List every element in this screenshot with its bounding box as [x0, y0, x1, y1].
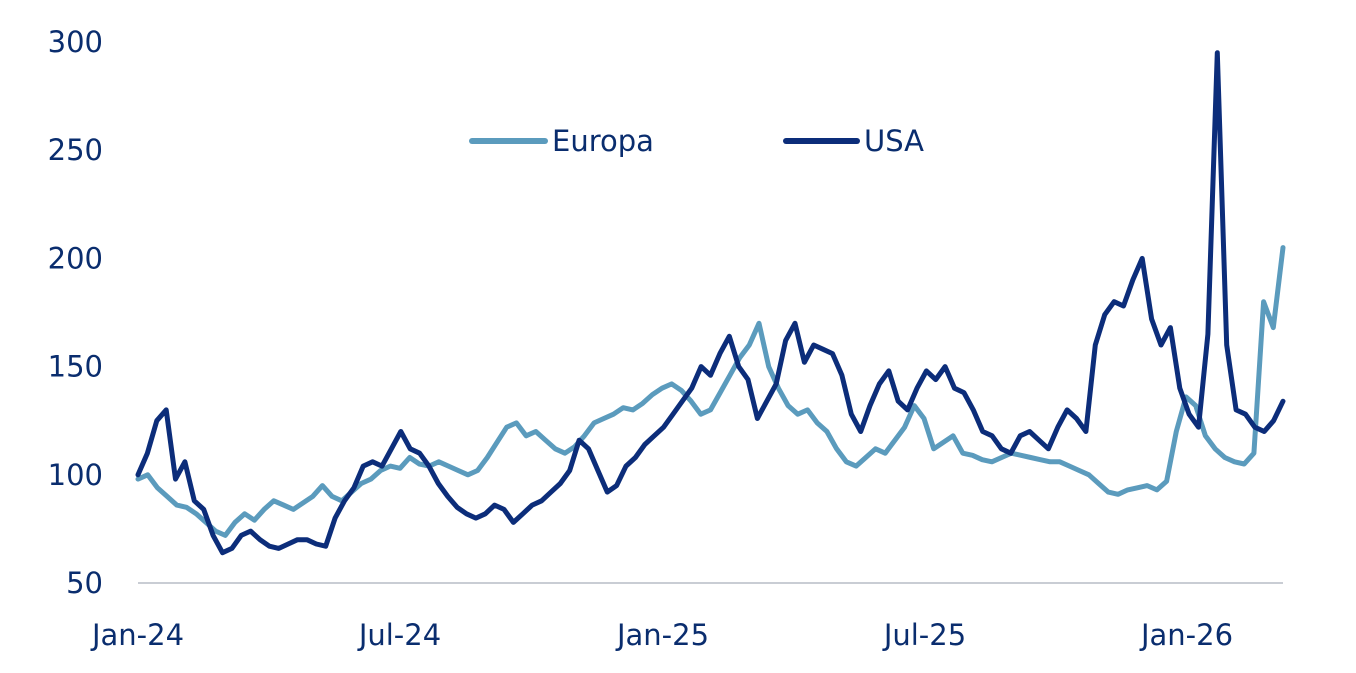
y-axis-tick-labels: 50 100 150 200 250 300	[48, 25, 103, 600]
x-tick-label: Jan-26	[1139, 618, 1233, 652]
y-tick-label: 300	[48, 25, 103, 59]
y-tick-label: 50	[66, 566, 103, 600]
y-tick-label: 250	[48, 133, 103, 167]
y-tick-label: 100	[48, 458, 103, 492]
series-lines	[135, 50, 1286, 556]
x-tick-label: Jan-24	[90, 618, 184, 652]
series-line-usa	[135, 50, 1286, 556]
legend: Europa USA	[469, 124, 924, 158]
legend-label-europa: Europa	[552, 124, 654, 158]
series-line-europa	[135, 245, 1286, 538]
x-tick-label: Jan-25	[615, 618, 709, 652]
x-tick-label: Jul-25	[882, 618, 966, 652]
y-tick-label: 150	[48, 350, 103, 384]
x-tick-label: Jul-24	[357, 618, 441, 652]
y-tick-label: 200	[48, 241, 103, 275]
legend-label-usa: USA	[864, 124, 924, 158]
x-axis-tick-labels: Jan-24 Jul-24 Jan-25 Jul-25 Jan-26	[90, 618, 1233, 652]
